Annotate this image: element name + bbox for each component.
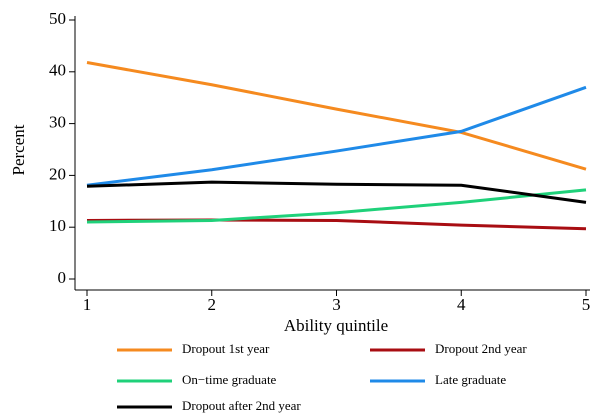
legend-label: Late graduate xyxy=(435,372,506,387)
y-tick-label: 0 xyxy=(58,268,67,287)
x-axis-label: Ability quintile xyxy=(284,316,388,335)
legend-label: Dropout 2nd year xyxy=(435,341,527,356)
x-tick-label: 2 xyxy=(208,295,217,314)
x-tick-label: 1 xyxy=(83,295,92,314)
y-tick-label: 50 xyxy=(49,9,66,28)
x-tick-label: 3 xyxy=(332,295,341,314)
legend-label: Dropout after 2nd year xyxy=(182,398,301,413)
x-tick-label: 5 xyxy=(582,295,591,314)
y-tick-label: 40 xyxy=(49,61,66,80)
series-line xyxy=(86,85,587,187)
x-tick-label: 4 xyxy=(457,295,466,314)
legend-label: Dropout 1st year xyxy=(182,341,270,356)
series-line xyxy=(86,60,587,171)
y-axis-label: Percent xyxy=(9,124,28,175)
y-tick-label: 30 xyxy=(49,113,66,132)
legend-label: On−time graduate xyxy=(182,372,277,387)
y-tick-label: 20 xyxy=(49,164,66,183)
series-line xyxy=(86,180,587,204)
series-line xyxy=(86,188,587,224)
y-tick-label: 10 xyxy=(49,216,66,235)
